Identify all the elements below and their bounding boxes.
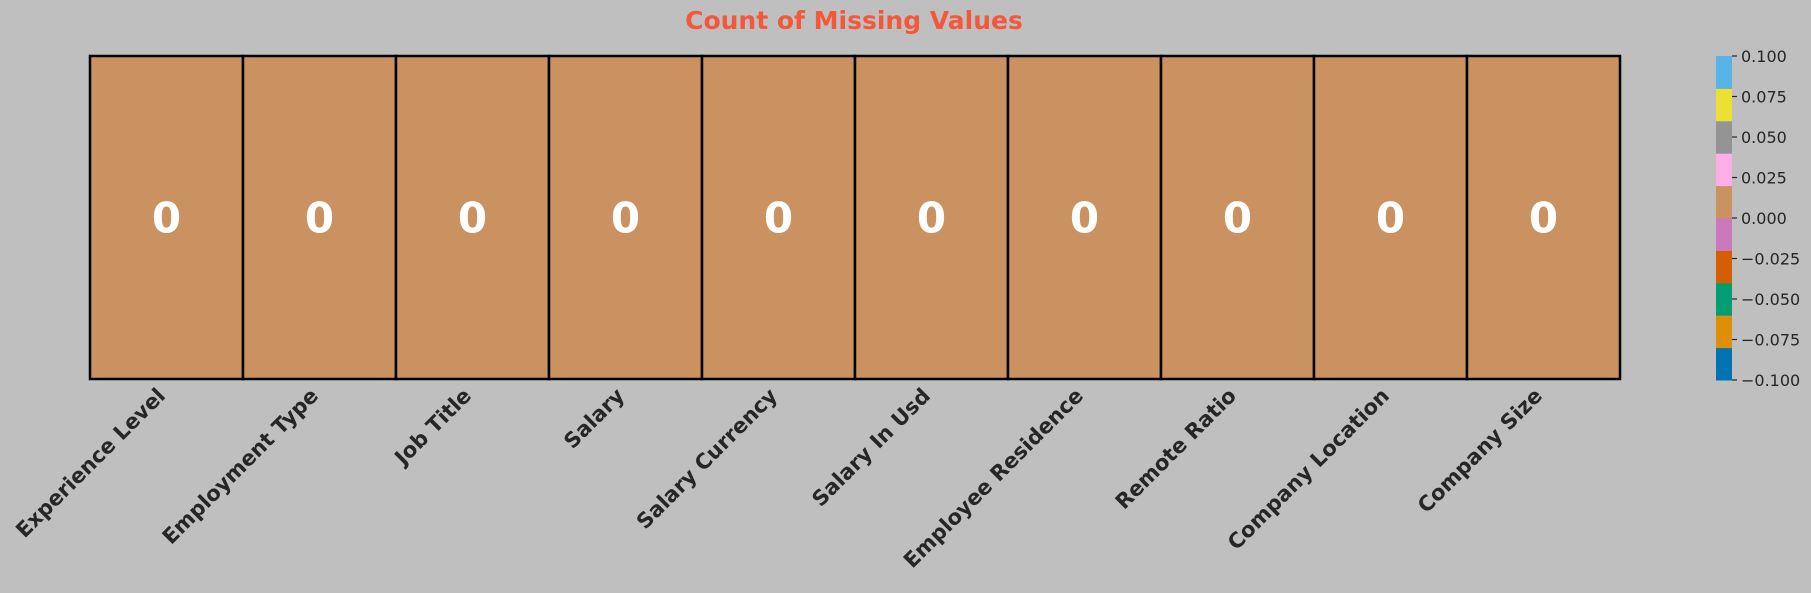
colorbar-tick-label: 0.000 <box>1741 209 1787 228</box>
colorbar-segment <box>1716 88 1732 122</box>
cell-value-label: 0 <box>1376 194 1405 243</box>
colorbar-segment <box>1716 185 1732 219</box>
x-tick-label: Job Title <box>389 384 476 471</box>
heatmap-cell <box>241 54 398 381</box>
x-tick-label: Remote Ratio <box>1111 384 1241 514</box>
colorbar-tick-label: −0.075 <box>1741 331 1800 350</box>
heatmap-cell <box>1006 54 1163 381</box>
heatmap-cell <box>853 54 1010 381</box>
heatmap-cell <box>394 54 551 381</box>
cell-value-label: 0 <box>1070 194 1099 243</box>
x-tick-label: Employee Residence <box>899 384 1088 573</box>
heatmap-cell <box>547 54 704 381</box>
colorbar-tick-label: 0.075 <box>1741 88 1787 107</box>
heatmap-cells: 0 0 0 0 0 0 0 0 0 0 <box>88 54 1622 381</box>
colorbar-tick-label: 0.025 <box>1741 169 1787 188</box>
colorbar-segment <box>1716 315 1732 349</box>
heatmap-cell <box>88 54 245 381</box>
colorbar-segment <box>1716 347 1732 381</box>
x-tick-label: Company Size <box>1413 384 1547 518</box>
colorbar-segment <box>1716 218 1732 251</box>
cell-value-label: 0 <box>917 194 946 243</box>
x-tick-label: Experience Level <box>11 384 170 543</box>
colorbar-tick-label: 0.100 <box>1741 47 1787 66</box>
cell-value-label: 0 <box>305 194 334 243</box>
x-tick-label: Salary In Usd <box>807 384 935 512</box>
x-tick-label: Salary Currency <box>632 383 782 533</box>
heatmap-cell <box>700 54 857 381</box>
cell-value-label: 0 <box>458 194 487 243</box>
heatmap-cell <box>1159 54 1316 381</box>
colorbar-segment <box>1716 282 1732 316</box>
colorbar-segment <box>1716 250 1732 284</box>
cell-value-label: 0 <box>152 194 181 243</box>
colorbar-tick-label: −0.025 <box>1741 250 1800 269</box>
x-tick-label: Employment Type <box>158 384 323 549</box>
heatmap-cell <box>1312 54 1469 381</box>
cell-value-label: 0 <box>1223 194 1252 243</box>
cell-value-label: 0 <box>1529 194 1558 243</box>
colorbar-tick-label: −0.100 <box>1741 371 1800 390</box>
colorbar: 0.100 0.075 0.050 0.025 0.000 −0.025 −0.050 −0.… <box>1716 47 1800 390</box>
colorbar-segment <box>1716 56 1732 89</box>
x-tick-label: Company Location <box>1223 384 1394 555</box>
colorbar-segment <box>1716 153 1732 187</box>
heatmap-cell <box>1465 54 1622 381</box>
colorbar-tick-label: −0.050 <box>1741 290 1800 309</box>
colorbar-segment <box>1716 120 1732 154</box>
cell-value-label: 0 <box>764 194 793 243</box>
x-tick-label: Salary <box>559 383 629 453</box>
chart-title: Count of Missing Values <box>685 6 1023 35</box>
colorbar-tick-label: 0.050 <box>1741 128 1787 147</box>
cell-value-label: 0 <box>611 194 640 243</box>
